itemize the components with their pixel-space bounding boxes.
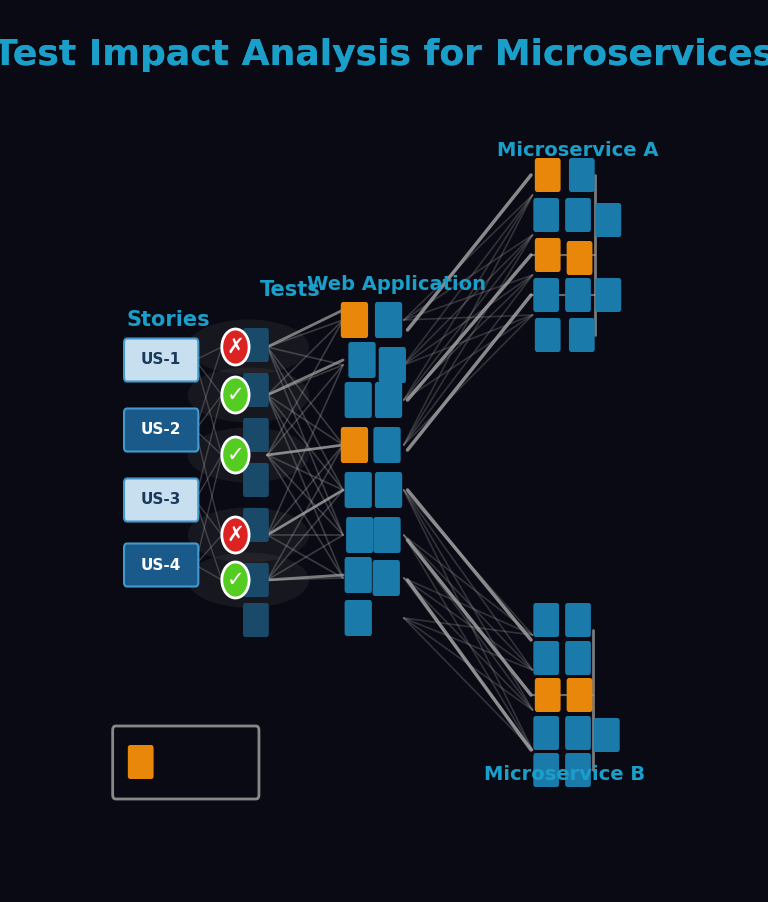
FancyBboxPatch shape bbox=[375, 302, 402, 338]
Text: Stories: Stories bbox=[127, 310, 210, 330]
FancyBboxPatch shape bbox=[243, 418, 269, 452]
FancyBboxPatch shape bbox=[345, 382, 372, 418]
FancyBboxPatch shape bbox=[595, 203, 621, 237]
FancyBboxPatch shape bbox=[565, 603, 591, 637]
Text: ✓: ✓ bbox=[227, 570, 244, 590]
FancyBboxPatch shape bbox=[535, 678, 561, 712]
FancyBboxPatch shape bbox=[567, 678, 592, 712]
Text: Web Application: Web Application bbox=[306, 275, 485, 294]
FancyBboxPatch shape bbox=[379, 347, 406, 383]
FancyBboxPatch shape bbox=[533, 641, 559, 675]
FancyBboxPatch shape bbox=[565, 716, 591, 750]
FancyBboxPatch shape bbox=[533, 753, 559, 787]
Text: ✗: ✗ bbox=[227, 525, 244, 545]
Circle shape bbox=[222, 562, 249, 598]
Ellipse shape bbox=[187, 367, 309, 422]
Ellipse shape bbox=[187, 553, 309, 608]
Ellipse shape bbox=[187, 428, 309, 483]
FancyBboxPatch shape bbox=[565, 753, 591, 787]
FancyBboxPatch shape bbox=[535, 158, 561, 192]
FancyBboxPatch shape bbox=[124, 478, 198, 521]
FancyBboxPatch shape bbox=[372, 560, 400, 596]
Text: US-4: US-4 bbox=[141, 557, 181, 573]
Ellipse shape bbox=[187, 319, 309, 374]
FancyBboxPatch shape bbox=[124, 338, 198, 382]
FancyBboxPatch shape bbox=[375, 382, 402, 418]
FancyBboxPatch shape bbox=[569, 158, 594, 192]
FancyBboxPatch shape bbox=[243, 508, 269, 542]
FancyBboxPatch shape bbox=[565, 198, 591, 232]
Text: Microservice B: Microservice B bbox=[484, 766, 645, 785]
FancyBboxPatch shape bbox=[124, 544, 198, 586]
FancyBboxPatch shape bbox=[243, 328, 269, 362]
FancyBboxPatch shape bbox=[569, 318, 594, 352]
FancyBboxPatch shape bbox=[595, 278, 621, 312]
FancyBboxPatch shape bbox=[243, 463, 269, 497]
FancyBboxPatch shape bbox=[345, 472, 372, 508]
Text: ✓: ✓ bbox=[227, 385, 244, 405]
Text: US-2: US-2 bbox=[141, 422, 181, 437]
FancyBboxPatch shape bbox=[533, 198, 559, 232]
FancyBboxPatch shape bbox=[375, 472, 402, 508]
FancyBboxPatch shape bbox=[565, 641, 591, 675]
Text: ✗: ✗ bbox=[227, 337, 244, 357]
FancyBboxPatch shape bbox=[373, 517, 401, 553]
FancyBboxPatch shape bbox=[565, 278, 591, 312]
FancyBboxPatch shape bbox=[243, 603, 269, 637]
FancyBboxPatch shape bbox=[349, 342, 376, 378]
FancyBboxPatch shape bbox=[535, 238, 561, 272]
FancyBboxPatch shape bbox=[533, 278, 559, 312]
Text: Tests: Tests bbox=[260, 280, 320, 300]
Text: Test Impact Analysis for Microservices: Test Impact Analysis for Microservices bbox=[0, 38, 768, 72]
Circle shape bbox=[222, 437, 249, 473]
FancyBboxPatch shape bbox=[124, 409, 198, 452]
Text: US-1: US-1 bbox=[141, 353, 181, 367]
FancyBboxPatch shape bbox=[341, 302, 368, 338]
FancyBboxPatch shape bbox=[243, 373, 269, 407]
Ellipse shape bbox=[187, 508, 309, 563]
Text: US-3: US-3 bbox=[141, 492, 181, 508]
Text: ✓: ✓ bbox=[227, 445, 244, 465]
FancyBboxPatch shape bbox=[127, 745, 154, 779]
FancyBboxPatch shape bbox=[346, 517, 373, 553]
Text: Microservice A: Microservice A bbox=[497, 141, 659, 160]
Text: Test Impact Analysis for Microservices: Test Impact Analysis for Microservices bbox=[0, 38, 768, 72]
FancyBboxPatch shape bbox=[341, 427, 368, 463]
FancyBboxPatch shape bbox=[243, 563, 269, 597]
FancyBboxPatch shape bbox=[373, 427, 401, 463]
FancyBboxPatch shape bbox=[533, 716, 559, 750]
Circle shape bbox=[222, 517, 249, 553]
Circle shape bbox=[222, 377, 249, 413]
FancyBboxPatch shape bbox=[567, 241, 592, 275]
FancyBboxPatch shape bbox=[533, 603, 559, 637]
FancyBboxPatch shape bbox=[535, 318, 561, 352]
FancyBboxPatch shape bbox=[594, 718, 620, 752]
FancyBboxPatch shape bbox=[345, 557, 372, 593]
FancyBboxPatch shape bbox=[345, 600, 372, 636]
Circle shape bbox=[222, 329, 249, 365]
